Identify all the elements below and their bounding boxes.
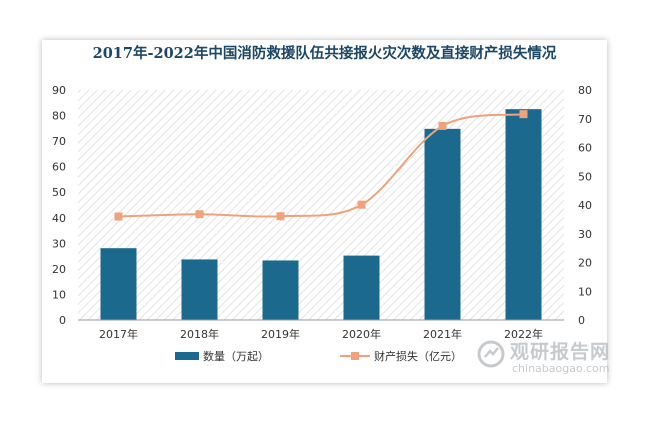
watermark: 观研报告网 chinabaogao.com xyxy=(476,335,636,379)
bar xyxy=(262,260,299,320)
x-tick-label: 2022年 xyxy=(504,327,543,341)
chart-title: 2017年-2022年中国消防救援队伍共接报火灾次数及直接财产损失情况 xyxy=(92,45,557,62)
line-point xyxy=(438,121,447,130)
y-left-tick-label: 30 xyxy=(52,237,66,250)
bar xyxy=(424,128,461,320)
x-tick-label: 2020年 xyxy=(342,327,381,341)
bar xyxy=(505,109,542,321)
line-point xyxy=(519,110,528,119)
legend-label-bars: 数量（万起） xyxy=(203,350,269,363)
y-right-tick-label: 70 xyxy=(578,113,592,126)
watermark-url: chinabaogao.com xyxy=(512,362,610,375)
y-right-tick-label: 0 xyxy=(578,314,585,327)
x-tick-label: 2019年 xyxy=(261,327,300,341)
bar xyxy=(100,248,137,320)
y-right-tick-label: 10 xyxy=(578,285,592,298)
x-tick-label: 2017年 xyxy=(99,327,138,341)
watermark-logo-icon xyxy=(477,340,505,368)
y-right-tick-label: 50 xyxy=(578,170,592,183)
y-right-tick-label: 30 xyxy=(578,228,592,241)
legend-marker-swatch xyxy=(351,352,359,360)
y-right-tick-label: 80 xyxy=(578,84,592,97)
plot-area xyxy=(78,90,564,320)
y-left-tick-label: 50 xyxy=(52,186,66,199)
legend-label-line: 财产损失（亿元） xyxy=(374,349,462,363)
y-right-tick-label: 40 xyxy=(578,199,592,212)
y-right-tick-label: 20 xyxy=(578,257,592,270)
bar xyxy=(343,255,380,320)
y-left-tick-label: 90 xyxy=(52,84,66,97)
x-tick-label: 2018年 xyxy=(180,327,219,341)
line-point xyxy=(276,212,285,221)
y-left-tick-label: 0 xyxy=(59,314,66,327)
y-left-tick-label: 80 xyxy=(52,110,66,123)
y-right-tick-label: 60 xyxy=(578,142,592,155)
line-series xyxy=(118,113,524,218)
line-point xyxy=(195,210,204,219)
line-point xyxy=(357,200,366,209)
watermark-text: 观研报告网 xyxy=(510,341,611,363)
y-left-tick-label: 20 xyxy=(52,263,66,276)
line-point xyxy=(114,212,123,221)
y-left-tick-label: 40 xyxy=(52,212,66,225)
y-left-tick-label: 60 xyxy=(52,161,66,174)
legend-swatch-bars xyxy=(175,352,199,360)
y-left-tick-label: 70 xyxy=(52,135,66,148)
bar xyxy=(181,259,218,320)
y-left-tick-label: 10 xyxy=(52,288,66,301)
x-tick-label: 2021年 xyxy=(423,327,462,341)
